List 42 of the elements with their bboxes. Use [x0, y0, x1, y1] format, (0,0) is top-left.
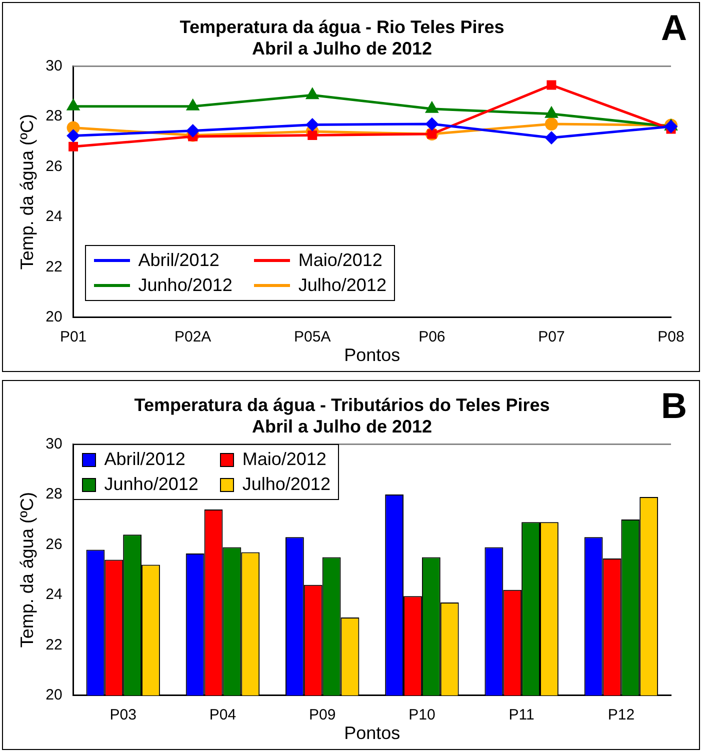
x-tick-label: P12 [608, 706, 635, 724]
legend-label: Maio/2012 [298, 250, 382, 272]
x-tick-label: P08 [658, 328, 684, 346]
chart-subtitle: Abril a Julho de 2012 [252, 416, 432, 436]
y-tick-label: 28 [46, 486, 62, 503]
x-tick-label: P09 [308, 706, 336, 724]
legend-label: Abril/2012 [138, 250, 220, 272]
x-tick-label: P06 [418, 328, 446, 346]
x-tick-label: P07 [538, 328, 565, 346]
y-tick-label: 26 [46, 158, 62, 175]
chart-title: Temperatura da água - Tributários do Teles Pires [134, 394, 550, 415]
legend-label: Abril/2012 [104, 449, 186, 470]
y-tick-label: 22 [46, 636, 62, 654]
x-axis-title: Pontos [344, 723, 400, 744]
y-tick-label: 26 [46, 536, 62, 553]
x-tick-label: P05A [294, 328, 331, 346]
y-tick-label: 30 [46, 57, 62, 74]
x-tick-label: P04 [209, 706, 236, 724]
x-tick-label: P03 [110, 706, 136, 724]
y-axis-title: Temp. da água (ºC) [16, 114, 37, 270]
y-tick-label: 22 [46, 258, 62, 276]
legend-label: Junho/2012 [138, 275, 232, 296]
chart-title: Temperatura da água - Rio Teles Pires [180, 16, 504, 37]
legend-label: Junho/2012 [104, 474, 198, 496]
y-tick-label: 24 [46, 586, 62, 604]
y-tick-label: 20 [46, 308, 62, 326]
y-tick-label: 20 [46, 686, 62, 704]
text: A [661, 7, 687, 49]
y-tick-label: 30 [46, 435, 62, 452]
x-tick-label: P10 [408, 706, 436, 724]
x-axis-title: Pontos [344, 345, 400, 366]
legend-label: Maio/2012 [242, 449, 326, 470]
text: B [661, 385, 687, 427]
y-tick-label: 28 [46, 108, 62, 125]
legend-label: Julho/2012 [298, 275, 386, 296]
x-tick-label: P11 [508, 706, 534, 724]
x-tick-label: P01 [60, 328, 87, 346]
chart-subtitle: Abril a Julho de 2012 [252, 38, 432, 58]
legend-label: Julho/2012 [242, 474, 330, 496]
y-tick-label: 24 [46, 208, 62, 226]
y-axis-title: Temp. da água (ºC) [16, 492, 37, 648]
x-tick-label: P02A [174, 328, 212, 346]
